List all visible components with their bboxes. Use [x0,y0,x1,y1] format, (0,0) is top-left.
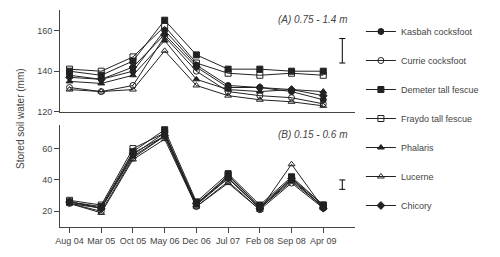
svg-text:Mar 05: Mar 05 [87,236,115,246]
svg-text:(B) 0.15 - 0.6 m: (B) 0.15 - 0.6 m [278,129,347,140]
svg-text:Apr 09: Apr 09 [310,236,337,246]
svg-text:160: 160 [37,26,52,36]
svg-text:120: 120 [37,107,52,117]
svg-text:Stored soil water (mm): Stored soil water (mm) [15,68,26,169]
svg-text:Phalaris: Phalaris [401,143,434,153]
svg-text:20: 20 [42,206,52,216]
svg-text:60: 60 [42,144,52,154]
svg-text:Sep 08: Sep 08 [277,236,306,246]
svg-text:40: 40 [42,175,52,185]
svg-text:Oct 05: Oct 05 [120,236,147,246]
svg-text:Currie cocksfoot: Currie cocksfoot [401,56,467,66]
svg-text:Feb 08: Feb 08 [246,236,274,246]
svg-text:Lucerne: Lucerne [401,172,434,182]
svg-text:Kasbah cocksfoot: Kasbah cocksfoot [401,27,473,37]
svg-text:Dec 06: Dec 06 [182,236,211,246]
svg-text:May 06: May 06 [150,236,180,246]
svg-text:Demeter tall fescue: Demeter tall fescue [401,85,479,95]
svg-text:140: 140 [37,66,52,76]
svg-text:Aug 04: Aug 04 [55,236,84,246]
svg-text:(A) 0.75 - 1.4 m: (A) 0.75 - 1.4 m [278,14,347,25]
svg-text:Chicory: Chicory [401,201,432,211]
svg-text:Jul 07: Jul 07 [216,236,240,246]
svg-text:Fraydo tall fescue: Fraydo tall fescue [401,114,472,124]
